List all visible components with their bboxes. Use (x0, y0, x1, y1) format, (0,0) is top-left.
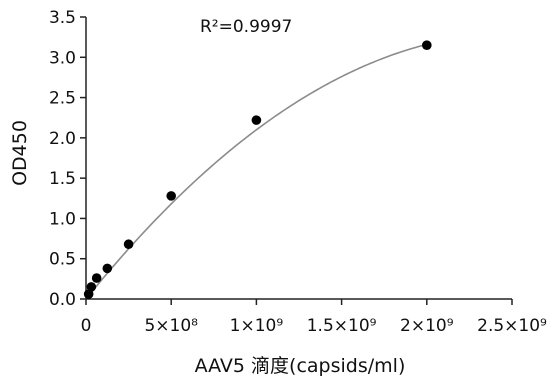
y-tick-label: 2.5 (49, 89, 76, 109)
data-point (422, 40, 432, 50)
data-point (86, 282, 97, 292)
fit-curve (88, 43, 428, 297)
r-squared-annotation: R²=0.9997 (200, 17, 292, 37)
y-tick-label: 0.5 (49, 250, 76, 270)
x-axis-title: AAV5 滴度(capsids/ml) (195, 355, 406, 377)
data-point (251, 115, 262, 125)
data-points (83, 40, 432, 299)
y-tick-label: 1.5 (49, 169, 76, 189)
x-tick-label: 2.5×10⁹ (477, 316, 547, 336)
y-tick-label: 3.0 (49, 48, 76, 68)
y-tick-label: 2.0 (49, 129, 76, 149)
x-tick-label: 1×10⁹ (230, 316, 284, 336)
data-point (123, 239, 134, 250)
axes (80, 16, 513, 305)
y-tick-label: 0.0 (49, 290, 76, 310)
x-tick-label: 2×10⁹ (400, 316, 454, 336)
x-tick-label: 1.5×10⁹ (307, 316, 377, 336)
data-point (83, 289, 94, 299)
data-point (102, 263, 113, 274)
x-tick-label: 0 (81, 316, 92, 336)
x-tick-label: 5×10⁸ (144, 316, 198, 336)
tick-labels: 0.0 0.5 1.0 1.5 2.0 2.5 3.0 3.5 0 5×10⁸ 1×10⁹ 1.5×1… (49, 8, 547, 336)
y-tick-label: 1.0 (49, 209, 76, 229)
data-point (166, 191, 176, 201)
y-axis-title: OD450 (9, 120, 31, 186)
data-point (91, 273, 102, 283)
y-tick-label: 3.5 (49, 8, 76, 28)
fit-curve-layer (88, 43, 428, 297)
